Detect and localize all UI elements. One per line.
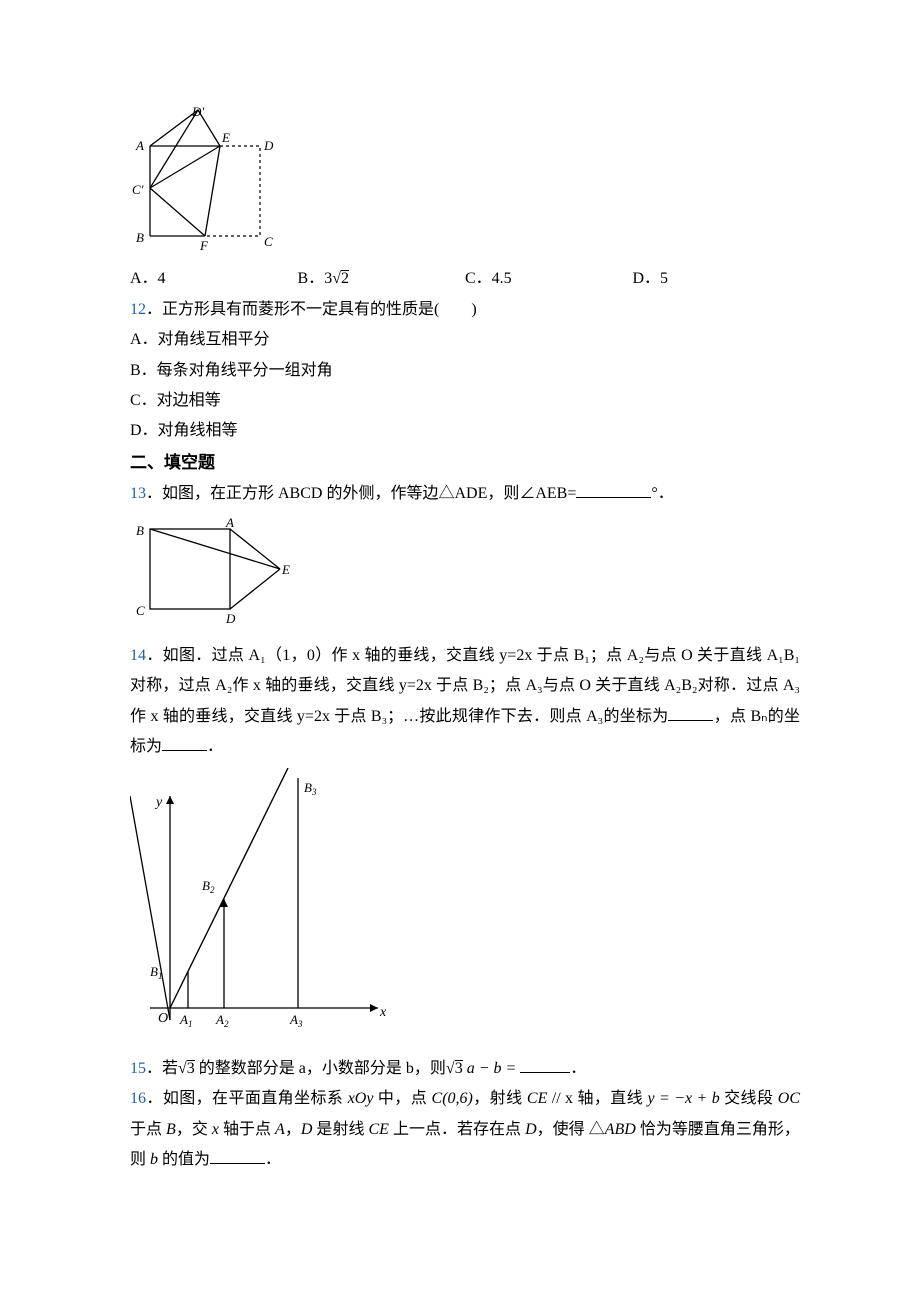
svg-text:A: A xyxy=(225,515,234,530)
svg-text:x: x xyxy=(379,1005,387,1020)
q15-expr: a − b = xyxy=(463,1060,521,1077)
q16-t4: // x 轴，直线 xyxy=(547,1090,647,1107)
q16-blank xyxy=(210,1147,265,1164)
q16-dp: D xyxy=(301,1121,313,1138)
q11-b-radicand: 2 xyxy=(341,270,349,286)
q13-pre: ．如图，在正方形 ABCD 的外侧，作等边△ADE，则∠AEB= xyxy=(146,485,576,502)
q15-pre: ．若 xyxy=(146,1060,178,1077)
q13-number: 13 xyxy=(130,485,146,502)
q14-number: 14 xyxy=(130,647,146,664)
figure-q14: O A1 A2 A3 B1 B2 B3 x y xyxy=(130,768,800,1051)
svg-text:B: B xyxy=(136,230,144,245)
q15-end: ． xyxy=(570,1060,586,1077)
q16-t11: 上一点．若存在点 xyxy=(389,1121,525,1138)
svg-text:y: y xyxy=(154,795,163,810)
svg-text:O: O xyxy=(158,1011,168,1026)
q16-ap: A xyxy=(275,1121,285,1138)
q16-end: ． xyxy=(265,1151,281,1168)
q11-options-row: A．4 B．3√2 C．4.5 D．5 xyxy=(130,264,800,294)
q16-t14: 的值为 xyxy=(158,1151,210,1168)
q12-text: ．正方形具有而菱形不一定具有的性质是( ) xyxy=(146,301,477,318)
q16-stem: 16．如图，在平面直角坐标系 xOy 中，点 C(0,6)，射线 CE // x… xyxy=(130,1084,800,1175)
q15-stem: 15．若√3 的整数部分是 a，小数部分是 b，则√3 a − b = ． xyxy=(130,1054,800,1084)
q16-ce: CE xyxy=(527,1090,547,1107)
q16-t6: 于点 xyxy=(130,1121,166,1138)
svg-text:D: D xyxy=(263,138,274,153)
q16-t9: ， xyxy=(285,1121,301,1138)
q11-option-c: C．4.5 xyxy=(465,264,633,294)
svg-text:A1: A1 xyxy=(179,1012,192,1029)
q16-t2: 中，点 xyxy=(373,1090,431,1107)
q14-blank-1 xyxy=(668,704,713,721)
q16-number: 16 xyxy=(130,1090,146,1107)
svg-text:C: C xyxy=(136,603,145,618)
q12-option-c: C．对边相等 xyxy=(130,386,800,416)
q16-bv: b xyxy=(150,1151,158,1168)
figure-q11: A D B C E F C' D' xyxy=(130,106,800,262)
svg-text:A: A xyxy=(135,138,144,153)
svg-text:B: B xyxy=(136,523,144,538)
q16-t7: ，交 xyxy=(176,1121,212,1138)
q11-b-coef: 3 xyxy=(324,270,332,287)
q15-blank xyxy=(520,1056,570,1073)
q16-xoy: xOy xyxy=(348,1090,374,1107)
svg-text:E: E xyxy=(281,562,290,577)
q16-t1: ．如图，在平面直角坐标系 xyxy=(146,1090,348,1107)
q16-t8: 轴于点 xyxy=(219,1121,275,1138)
q13-post: °． xyxy=(651,485,673,502)
q11-option-a: A．4 xyxy=(130,264,298,294)
q14-stem: 14．如图．过点 A₁（1，0）作 x 轴的垂线，交直线 y=2x 于点 B₁；… xyxy=(130,641,800,763)
q13-stem: 13．如图，在正方形 ABCD 的外侧，作等边△ADE，则∠AEB= °． xyxy=(130,479,800,509)
svg-text:D: D xyxy=(225,611,236,626)
q11-option-b: B．3√2 xyxy=(298,264,466,294)
q16-xax: x xyxy=(212,1121,219,1138)
sqrt-icon: √ xyxy=(446,1060,455,1077)
q16-ce2: CE xyxy=(368,1121,388,1138)
q16-t12: ，使得 △ xyxy=(537,1121,605,1138)
svg-text:F: F xyxy=(199,238,209,251)
q12-option-d: D．对角线相等 xyxy=(130,416,800,446)
q16-t3: ，射线 xyxy=(473,1090,527,1107)
q13-blank xyxy=(576,481,651,498)
svg-text:B2: B2 xyxy=(202,878,215,895)
svg-text:C: C xyxy=(264,234,273,249)
figure-q13: B A C D E xyxy=(130,515,800,638)
svg-text:A3: A3 xyxy=(289,1012,303,1029)
q11-option-d: D．5 xyxy=(633,264,801,294)
q12-option-a: A．对角线互相平分 xyxy=(130,325,800,355)
q16-dp2: D xyxy=(525,1121,537,1138)
svg-text:E: E xyxy=(221,130,230,145)
section-2-heading: 二、填空题 xyxy=(130,447,800,479)
q16-t5: 交线段 xyxy=(720,1090,778,1107)
svg-text:A2: A2 xyxy=(215,1012,229,1029)
svg-text:D': D' xyxy=(191,106,204,119)
q16-t10: 是射线 xyxy=(312,1121,368,1138)
q12-option-b: B．每条对角线平分一组对角 xyxy=(130,356,800,386)
q15-number: 15 xyxy=(130,1060,146,1077)
q16-c06: C(0,6) xyxy=(432,1090,473,1107)
q16-eqn: y = −x + b xyxy=(648,1090,720,1107)
q14-end: ． xyxy=(207,738,223,755)
q15-rad1: 3 xyxy=(187,1060,195,1076)
svg-text:C': C' xyxy=(132,182,144,197)
q12-number: 12 xyxy=(130,301,146,318)
q14-blank-2 xyxy=(162,734,207,751)
q11-b-prefix: B． xyxy=(298,270,325,287)
q16-bp: B xyxy=(166,1121,176,1138)
sqrt-icon: √ xyxy=(178,1060,187,1077)
q15-mid1: 的整数部分是 a，小数部分是 b，则 xyxy=(195,1060,446,1077)
q16-oc: OC xyxy=(778,1090,800,1107)
sqrt-icon: √ xyxy=(332,270,341,287)
svg-text:B3: B3 xyxy=(304,780,317,797)
q12-stem: 12．正方形具有而菱形不一定具有的性质是( ) xyxy=(130,295,800,325)
q16-abd: ABD xyxy=(605,1121,636,1138)
q15-rad2: 3 xyxy=(455,1060,463,1076)
